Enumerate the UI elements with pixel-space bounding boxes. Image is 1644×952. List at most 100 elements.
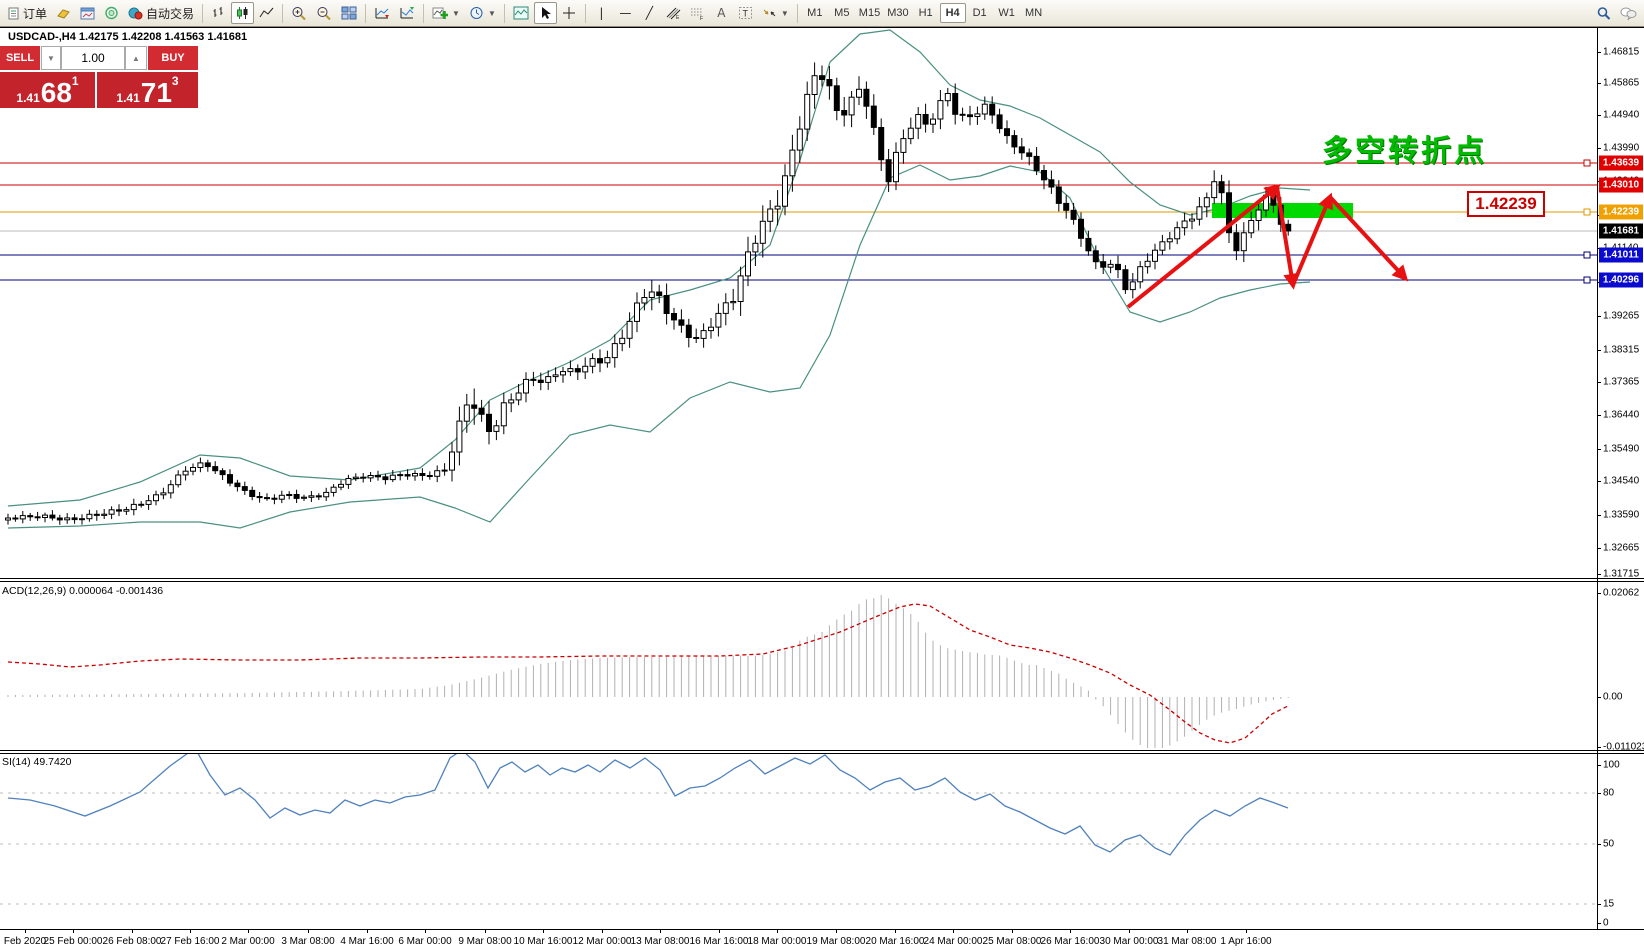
time-tick-mark bbox=[895, 930, 896, 933]
time-axis-label: 25 Mar 08:00 bbox=[982, 936, 1042, 947]
candle-body bbox=[123, 509, 130, 512]
pane-separator[interactable] bbox=[0, 753, 1644, 754]
candle-body bbox=[138, 503, 145, 506]
price-level-label[interactable]: 1.41011 bbox=[1599, 247, 1643, 263]
fibonacci-tool-button[interactable]: F bbox=[686, 2, 709, 24]
new-order-icon bbox=[57, 8, 70, 19]
sell-button[interactable]: SELL bbox=[0, 46, 40, 70]
timeframe-button-m15[interactable]: M15 bbox=[858, 7, 881, 19]
price-level-label[interactable]: 1.42239 bbox=[1599, 204, 1643, 220]
volume-decrease-button[interactable]: ▼ bbox=[41, 46, 61, 70]
periods-button[interactable]: ▼ bbox=[465, 2, 500, 24]
fibonacci-icon: F bbox=[690, 8, 703, 20]
bollinger-lower-band bbox=[7, 164, 1311, 529]
line-handle-marker[interactable] bbox=[1583, 251, 1591, 259]
alerts-button[interactable] bbox=[100, 2, 123, 24]
timeframe-button-m1[interactable]: M1 bbox=[807, 7, 823, 19]
line-handle-marker[interactable] bbox=[1583, 208, 1591, 216]
orders-button[interactable]: 订单 bbox=[3, 2, 51, 24]
indicator-window-2-button[interactable] bbox=[395, 2, 419, 24]
indicator-window-1-button[interactable] bbox=[370, 2, 394, 24]
add-indicator-button[interactable]: ▼ bbox=[428, 2, 464, 24]
zigzag-arrow-annotation[interactable] bbox=[1328, 195, 1409, 282]
sell-price-panel[interactable]: 1.41 68 1 bbox=[0, 72, 95, 108]
alerts-icon bbox=[105, 6, 118, 20]
timeframe-button-h4[interactable]: H4 bbox=[939, 3, 966, 23]
buy-button[interactable]: BUY bbox=[148, 46, 198, 70]
candle-body bbox=[330, 486, 337, 493]
candle-body bbox=[996, 114, 1003, 130]
timeframe-button-mn[interactable]: MN bbox=[1025, 7, 1043, 19]
rsi-pane[interactable] bbox=[0, 754, 1597, 929]
toolbar-separator bbox=[796, 3, 798, 23]
text-tool-button[interactable]: A bbox=[710, 2, 733, 24]
zigzag-arrow-annotation[interactable] bbox=[1291, 192, 1334, 286]
timeframe-button-w1[interactable]: W1 bbox=[998, 7, 1015, 19]
text-label-tool-button[interactable]: T bbox=[734, 2, 757, 24]
timeframe-button-h1[interactable]: H1 bbox=[918, 7, 933, 19]
volume-input[interactable]: 1.00 bbox=[61, 46, 125, 70]
macd-pane[interactable] bbox=[0, 583, 1597, 750]
timeframe-button-m5[interactable]: M5 bbox=[834, 7, 850, 19]
trendline-tool-button[interactable]: ╱ bbox=[638, 2, 661, 24]
price-callout-box[interactable]: 1.42239 bbox=[1467, 191, 1545, 217]
time-axis-label: 13 Mar 08:00 bbox=[630, 936, 690, 947]
tile-windows-button[interactable] bbox=[337, 2, 361, 24]
timeframe-button-d1[interactable]: D1 bbox=[972, 7, 987, 19]
candle-body bbox=[1129, 281, 1136, 291]
chat-button[interactable] bbox=[1616, 2, 1641, 24]
time-tick-mark bbox=[73, 930, 74, 933]
zigzag-arrow-annotation[interactable] bbox=[1275, 186, 1300, 290]
horizontal-line-tool-button[interactable]: — bbox=[614, 2, 637, 24]
candle-body bbox=[190, 467, 196, 472]
turning-point-annotation[interactable]: 多空转折点 bbox=[1322, 135, 1487, 168]
autotrading-button[interactable]: 自动交易 bbox=[124, 2, 198, 24]
candle-body bbox=[782, 175, 788, 207]
crosshair-tool-button[interactable] bbox=[558, 2, 581, 24]
volume-increase-button[interactable]: ▲ bbox=[125, 46, 147, 70]
vertical-line-tool-button[interactable]: | bbox=[590, 2, 613, 24]
dropdown-caret-icon: ▼ bbox=[780, 8, 789, 18]
cursor-tool-button[interactable] bbox=[533, 2, 557, 24]
candle-body bbox=[848, 96, 855, 116]
templates-button[interactable] bbox=[509, 2, 533, 24]
timeframe-button-m30[interactable]: M30 bbox=[887, 7, 909, 19]
price-level-label[interactable]: 1.43010 bbox=[1599, 177, 1643, 193]
candle-body bbox=[426, 475, 433, 477]
pane-separator[interactable] bbox=[0, 578, 1644, 579]
line-handle-marker[interactable] bbox=[1583, 276, 1591, 284]
candle-body bbox=[1085, 237, 1092, 252]
pane-separator[interactable] bbox=[0, 750, 1644, 751]
candle-body bbox=[515, 392, 522, 401]
new-order-button[interactable] bbox=[52, 2, 75, 24]
time-tick-mark bbox=[836, 930, 837, 933]
zoom-out-button[interactable] bbox=[312, 2, 336, 24]
indicator-window-2-icon bbox=[400, 7, 415, 19]
candle-body bbox=[293, 494, 300, 499]
candlestick-mode-button[interactable] bbox=[231, 2, 255, 24]
price-level-label[interactable]: 1.40296 bbox=[1599, 272, 1643, 288]
time-tick-mark bbox=[1129, 930, 1130, 933]
pane-separator[interactable] bbox=[0, 581, 1644, 582]
chart-window-button[interactable] bbox=[76, 2, 99, 24]
channel-tool-button[interactable]: E bbox=[662, 2, 685, 24]
line-chart-mode-button[interactable] bbox=[255, 2, 278, 24]
main-chart-pane[interactable] bbox=[0, 28, 1597, 578]
line-handle-marker[interactable] bbox=[1583, 159, 1591, 167]
candle-body bbox=[227, 474, 233, 484]
candle-body bbox=[241, 486, 248, 491]
price-level-label[interactable]: 1.43639 bbox=[1599, 155, 1643, 171]
zigzag-arrow-annotation[interactable] bbox=[1126, 183, 1281, 309]
candle-body bbox=[752, 242, 759, 253]
candle-body bbox=[93, 513, 100, 516]
arrows-tool-button[interactable]: ▼ bbox=[758, 2, 793, 24]
candle-body bbox=[463, 404, 470, 422]
price-level-label[interactable]: 1.41681 bbox=[1599, 223, 1643, 239]
macd-signal-line bbox=[7, 603, 1289, 744]
zoom-in-button[interactable] bbox=[287, 2, 311, 24]
search-button[interactable] bbox=[1592, 2, 1615, 24]
buy-price-panel[interactable]: 1.41 71 3 bbox=[97, 72, 198, 108]
price-tick-mark bbox=[1597, 115, 1601, 116]
bar-chart-mode-button[interactable] bbox=[207, 2, 230, 24]
candle-body bbox=[1152, 249, 1158, 262]
